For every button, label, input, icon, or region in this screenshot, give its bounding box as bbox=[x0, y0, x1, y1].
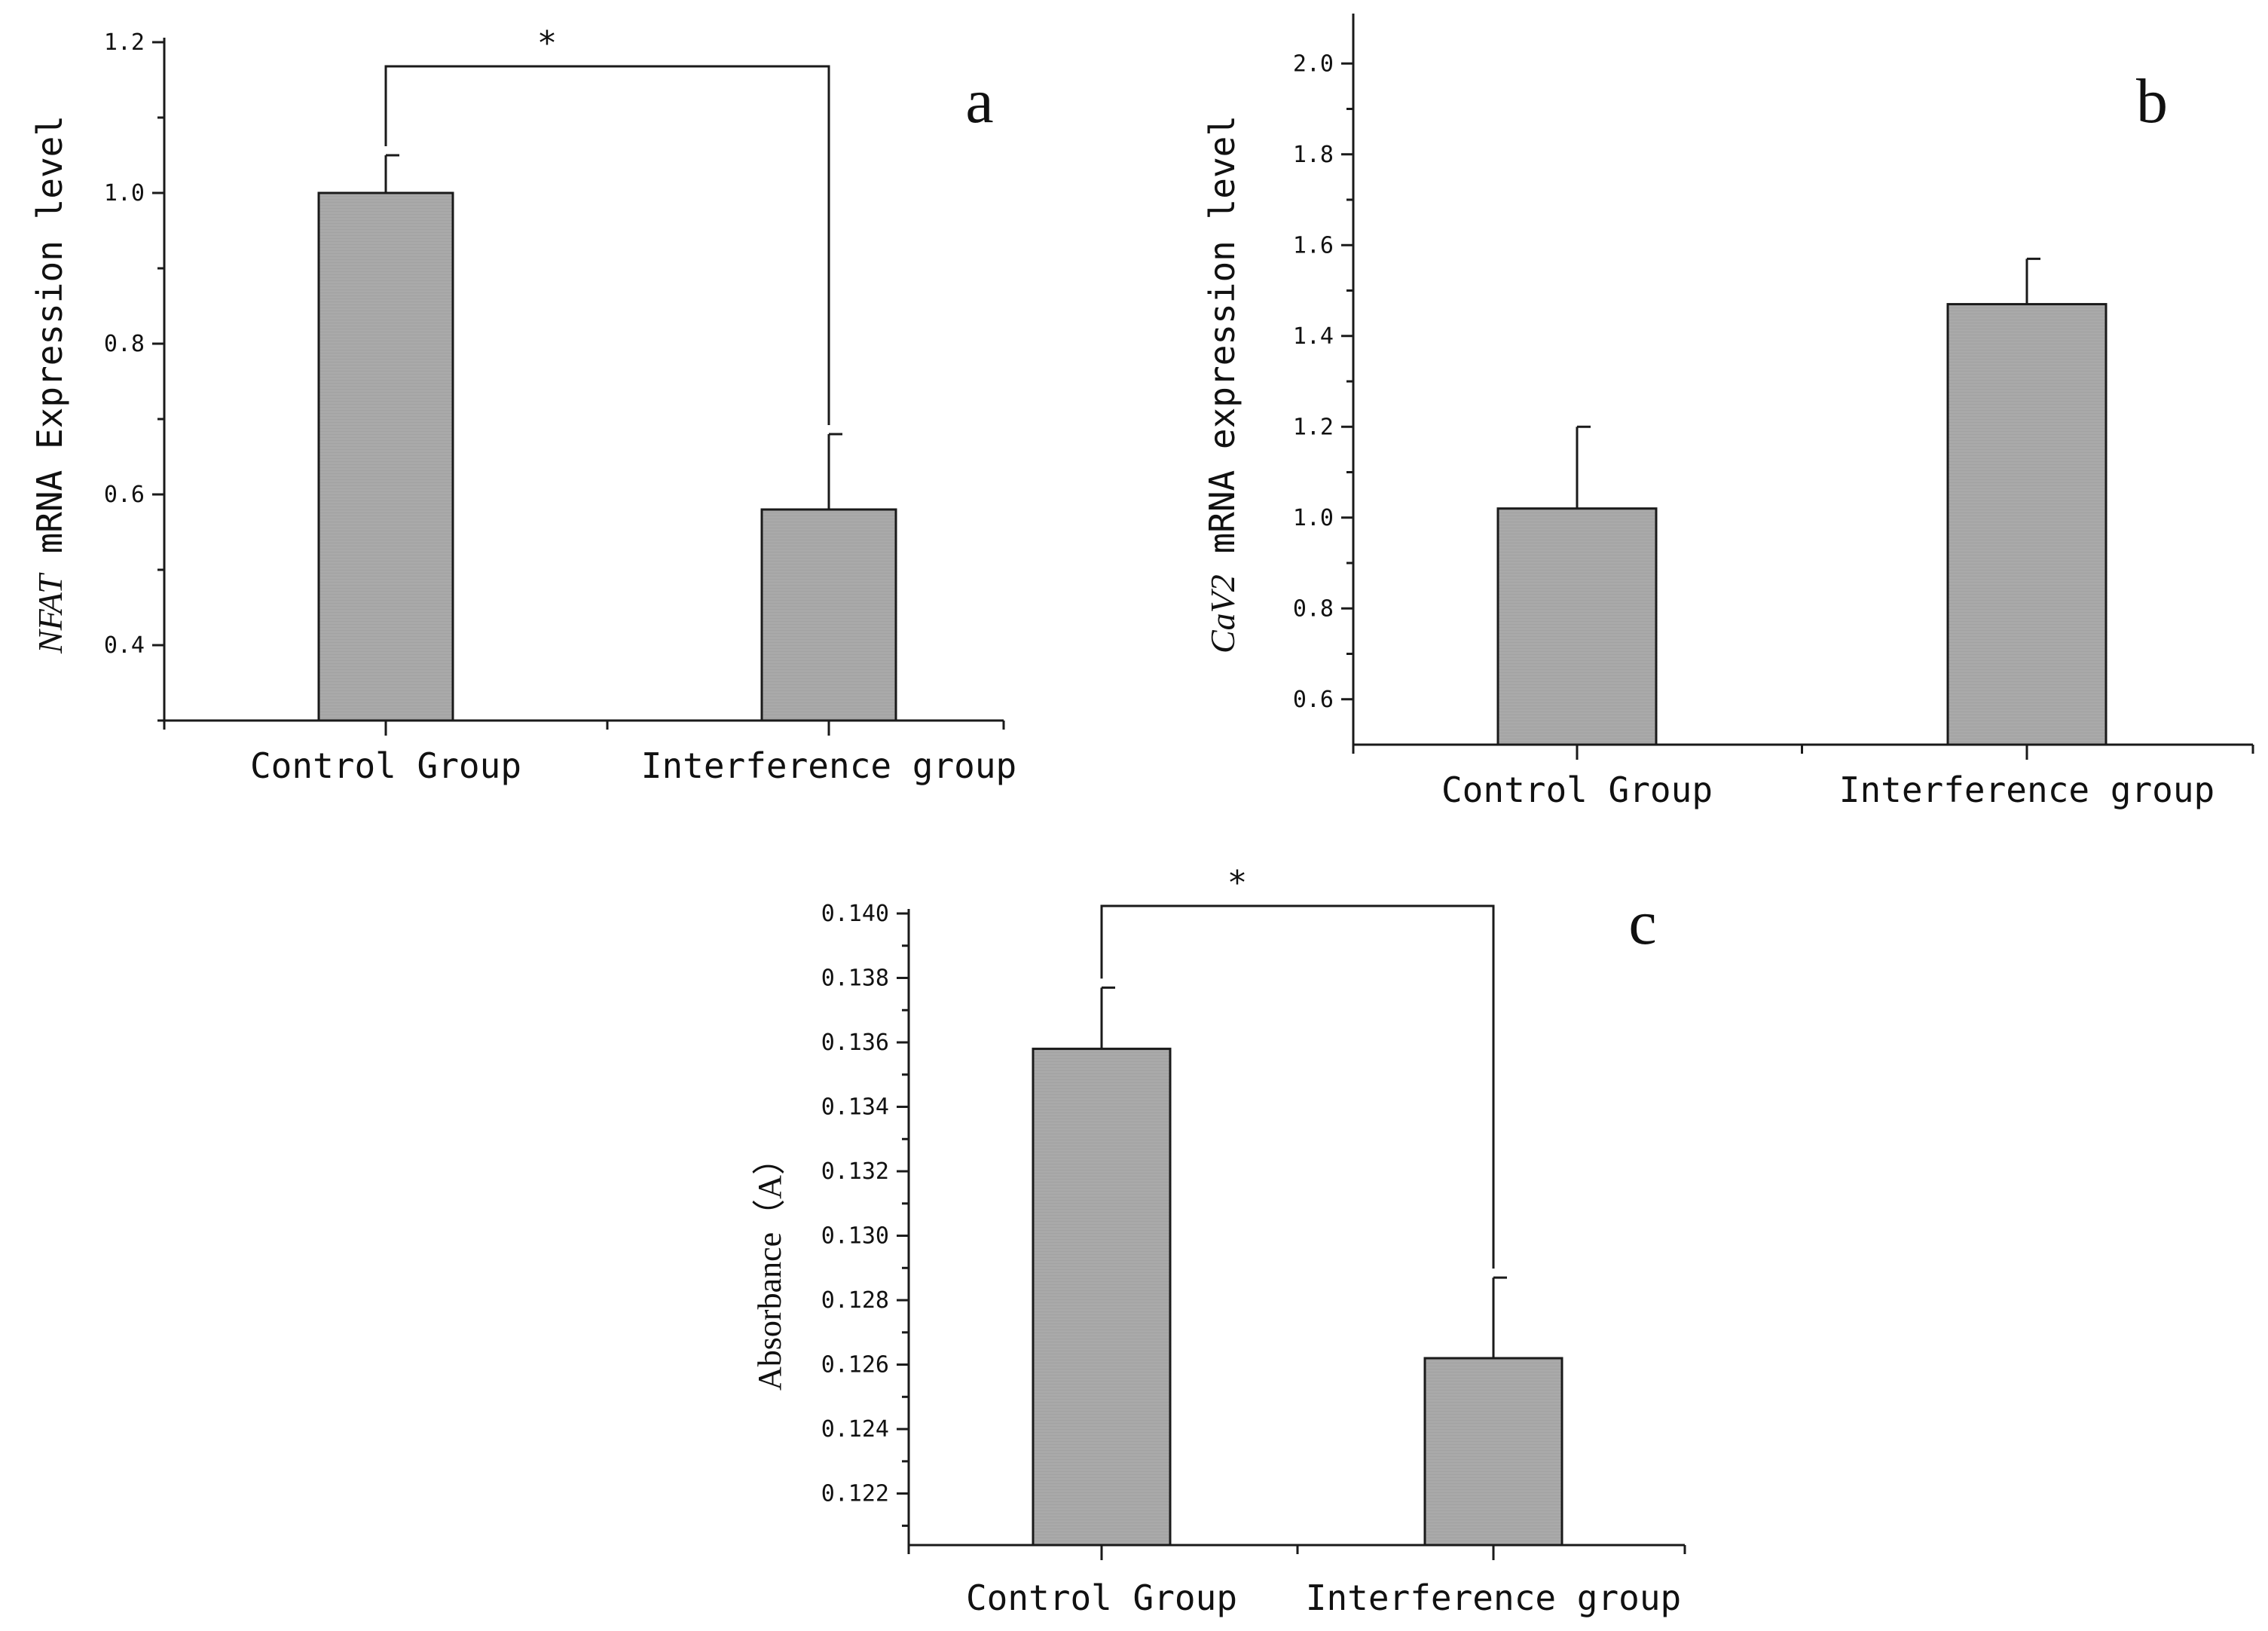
y-tick-label: 1.2 bbox=[1293, 414, 1334, 440]
y-axis-label: CaV2 mRNA expression level bbox=[1202, 115, 1243, 653]
y-tick-label: 0.140 bbox=[821, 901, 889, 927]
y-tick-label: 1.8 bbox=[1293, 142, 1334, 168]
y-tick-label: 0.136 bbox=[821, 1030, 889, 1056]
significance-star: * bbox=[539, 24, 555, 63]
chart-b: 0.6 0.8 1.0 1.2 1.4 1.6 1.8 2.0 Control Group Int… bbox=[1202, 14, 2254, 810]
chart-a: 0.4 0.6 0.8 1.0 1.2 Control Group Interference… bbox=[29, 24, 1016, 786]
y-tick-label: 1.0 bbox=[104, 180, 145, 207]
significance-bracket bbox=[384, 65, 830, 425]
significance-star: * bbox=[1229, 864, 1246, 902]
bar-control bbox=[317, 191, 454, 722]
x-category-label: Control Group bbox=[250, 745, 521, 786]
y-tick-label: 1.2 bbox=[104, 29, 145, 56]
x-category-label: Control Group bbox=[1441, 770, 1713, 810]
y-tick-label: 0.134 bbox=[821, 1094, 889, 1121]
y-tick-label: 0.8 bbox=[104, 331, 145, 357]
y-tick-label: 0.126 bbox=[821, 1352, 889, 1379]
x-category-label: Interference group bbox=[1839, 770, 2215, 810]
panel-label: a bbox=[965, 66, 993, 136]
y-tick-label: 2.0 bbox=[1293, 50, 1334, 77]
panel-label: c bbox=[1628, 888, 1656, 958]
y-tick-label: 0.122 bbox=[821, 1481, 889, 1507]
y-axis-label-text: mRNA expression level bbox=[1202, 115, 1243, 574]
y-axis-label: NFAT mRNA Expression level bbox=[29, 115, 70, 654]
x-category-label: Control Group bbox=[966, 1577, 1237, 1618]
y-tick-label: 0.130 bbox=[821, 1223, 889, 1250]
bar-interference bbox=[760, 508, 897, 722]
y-axis-label-gene: CaV2 bbox=[1203, 574, 1242, 653]
significance-bracket bbox=[1100, 904, 1495, 1269]
y-axis-label-text: Absorbance（A） bbox=[751, 1142, 788, 1391]
y-tick-label: 0.124 bbox=[821, 1416, 889, 1443]
y-tick-label: 1.0 bbox=[1293, 505, 1334, 531]
y-tick-label: 1.4 bbox=[1293, 323, 1334, 350]
y-tick-label: 0.138 bbox=[821, 965, 889, 992]
bar-control bbox=[1032, 1048, 1172, 1547]
bar-interference bbox=[1946, 303, 2108, 746]
y-tick-label: 0.8 bbox=[1293, 595, 1334, 622]
y-tick-label: 0.6 bbox=[1293, 687, 1334, 713]
y-tick-label: 0.4 bbox=[104, 632, 145, 659]
bar-interference bbox=[1423, 1357, 1563, 1547]
y-axis-label-text: mRNA Expression level bbox=[29, 115, 70, 574]
y-axis-label-gene: NFAT bbox=[31, 572, 69, 654]
y-axis-label: Absorbance（A） bbox=[751, 1142, 788, 1391]
y-tick-label: 1.6 bbox=[1293, 232, 1334, 259]
panel-label: b bbox=[2136, 66, 2168, 136]
x-category-label: Interference group bbox=[641, 745, 1017, 786]
bar-control bbox=[1496, 507, 1658, 746]
x-category-label: Interference group bbox=[1306, 1577, 1682, 1618]
y-tick-label: 0.6 bbox=[104, 482, 145, 508]
y-tick-label: 0.128 bbox=[821, 1287, 889, 1314]
y-tick-label: 0.132 bbox=[821, 1158, 889, 1185]
chart-c: 0.122 0.124 0.126 0.128 0.130 0.132 0.134 0.136… bbox=[751, 864, 1686, 1618]
